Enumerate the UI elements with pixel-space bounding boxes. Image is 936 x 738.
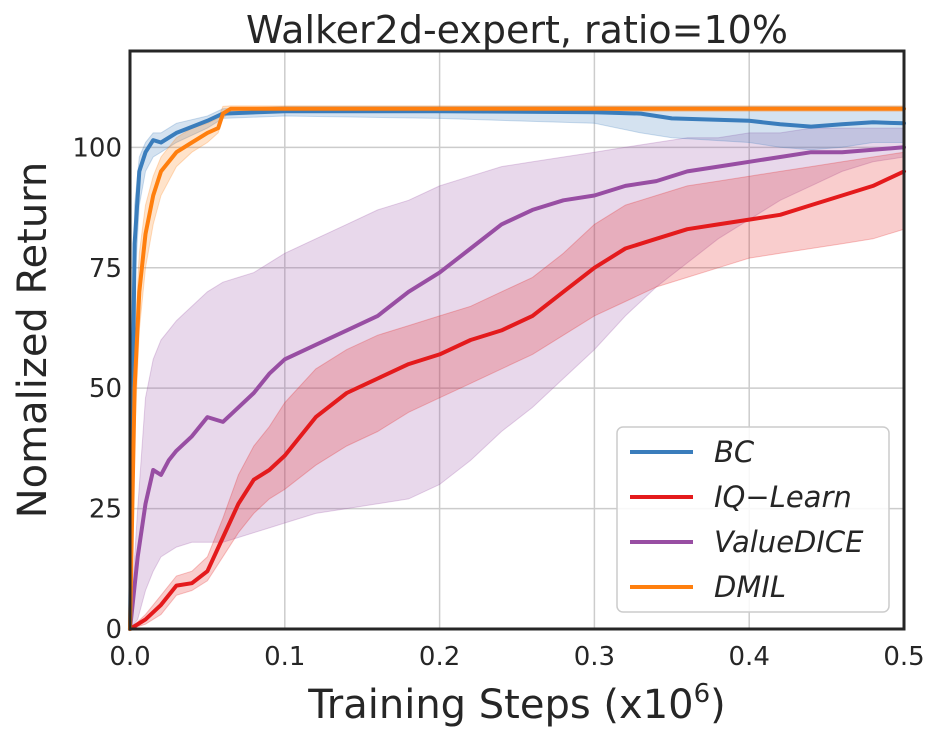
x-axis-title: Training Steps (x106): [307, 679, 726, 728]
line-dmil: [128, 106, 906, 631]
y-tick-label: 50: [89, 374, 122, 404]
x-tick-label: 0.0: [109, 642, 150, 672]
legend-label: ValueDICE: [714, 525, 864, 559]
plot-frame: [128, 49, 906, 631]
legend: BC IQ−Learn ValueDICE DMIL: [616, 426, 890, 613]
legend-frame: [616, 426, 890, 613]
x-tick-label: 0.1: [264, 642, 305, 672]
x-tick-label: 0.5: [883, 642, 924, 672]
line-bc: [128, 109, 906, 631]
legend-label: DMIL: [714, 570, 786, 604]
chart-title: Walker2d-expert, ratio=10%: [246, 8, 788, 52]
line-iqlearn: [128, 169, 906, 631]
line-valuedice: [128, 145, 906, 631]
y-tick-label: 25: [89, 495, 122, 525]
legend-label: IQ−Learn: [714, 480, 852, 514]
y-tick-label: 75: [89, 254, 122, 284]
y-axis-title: Nomalized Return: [10, 162, 56, 519]
series-lines: [128, 106, 906, 631]
x-tick-label: 0.4: [729, 642, 770, 672]
legend-label: BC: [714, 435, 755, 469]
y-tick-label: 0: [105, 615, 122, 645]
x-tick-label: 0.2: [419, 642, 460, 672]
tick-labels: 0.0 0.1 0.2 0.3 0.4 0.5 0 25 50 75 100: [72, 133, 924, 672]
y-tick-label: 100: [72, 133, 122, 163]
x-tick-label: 0.3: [574, 642, 615, 672]
